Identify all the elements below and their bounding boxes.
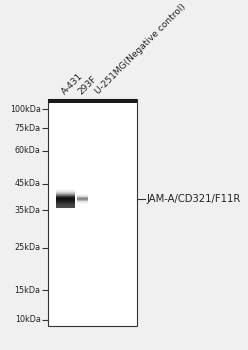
Bar (56, 195, 75, 196)
Bar (56, 189, 75, 190)
Text: 35kDa: 35kDa (15, 205, 41, 215)
Bar (77, 198, 88, 199)
Bar (56, 197, 75, 198)
Bar (77, 197, 88, 198)
Bar (56, 194, 75, 195)
Bar (77, 194, 88, 195)
Bar (56, 193, 75, 194)
Text: 10kDa: 10kDa (15, 315, 41, 324)
Bar (56, 203, 75, 204)
Text: JAM-A/CD321/F11R: JAM-A/CD321/F11R (146, 194, 240, 204)
Bar (56, 200, 75, 201)
Bar (56, 200, 75, 208)
Bar (77, 203, 88, 204)
Bar (77, 196, 88, 197)
Bar (56, 196, 75, 197)
Text: 60kDa: 60kDa (15, 146, 41, 155)
Text: 25kDa: 25kDa (14, 243, 41, 252)
Bar (48, 99, 137, 104)
Text: 293F: 293F (77, 74, 99, 96)
Bar (56, 191, 75, 192)
Bar (56, 199, 75, 200)
Text: 45kDa: 45kDa (15, 179, 41, 188)
Bar (56, 207, 75, 208)
Text: 75kDa: 75kDa (14, 124, 41, 133)
Bar (56, 208, 75, 209)
Text: A-431: A-431 (60, 71, 85, 96)
Bar (48, 99, 137, 327)
Bar (77, 200, 88, 201)
Text: 100kDa: 100kDa (10, 105, 41, 113)
Text: U-251MG(Negative control): U-251MG(Negative control) (94, 2, 187, 96)
Bar (56, 198, 75, 199)
Bar (56, 204, 75, 205)
Text: 15kDa: 15kDa (15, 286, 41, 295)
Bar (56, 202, 75, 203)
Bar (56, 206, 75, 207)
Bar (77, 202, 88, 203)
Bar (56, 190, 75, 191)
Bar (77, 199, 88, 200)
Bar (77, 195, 88, 196)
Bar (77, 201, 88, 202)
Bar (56, 201, 75, 202)
Bar (56, 205, 75, 206)
